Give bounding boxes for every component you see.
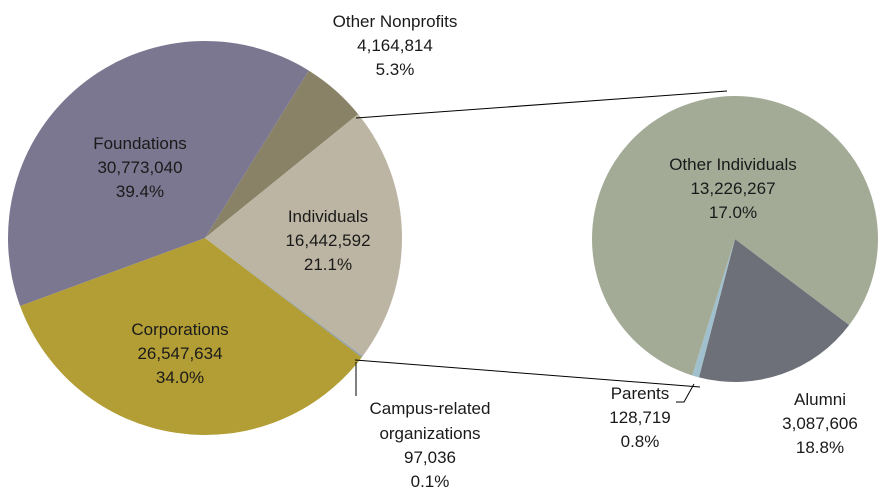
pie-slice — [205, 114, 402, 357]
slice-value: 26,547,634 — [137, 344, 223, 363]
slice-label: Individuals 16,442,592 21.1% — [285, 205, 370, 277]
connector-line — [354, 359, 701, 388]
slice-label: Campus-related organizations 97,036 0.1% — [360, 396, 500, 494]
slice-label: Alumni 3,087,606 18.8% — [782, 388, 858, 460]
slice-name: Corporations — [131, 320, 229, 339]
slice-value: 3,087,606 — [782, 414, 858, 433]
slice-percent: 34.0% — [155, 368, 205, 387]
slice-value: 16,442,592 — [285, 231, 371, 250]
slice-name: Foundations — [93, 134, 187, 153]
pie-slice — [698, 239, 850, 383]
slice-label: Corporations 26,547,634 34.0% — [131, 318, 228, 390]
slice-value: 4,164,814 — [357, 36, 433, 55]
slice-percent: 0.1% — [410, 472, 450, 491]
slice-percent: 39.4% — [115, 182, 165, 201]
slice-label: Other Nonprofits 4,164,814 5.3% — [333, 10, 458, 82]
slice-name: Other Nonprofits — [332, 12, 458, 31]
slice-name: Campus-related organizations — [369, 399, 491, 443]
slice-percent: 18.8% — [795, 438, 845, 457]
slice-value: 97,036 — [404, 448, 456, 467]
slice-value: 30,773,040 — [97, 158, 183, 177]
slice-label: Parents 128,719 0.8% — [609, 382, 670, 454]
pie-slice — [205, 70, 359, 238]
pie-slice — [205, 238, 363, 358]
slice-percent: 5.3% — [375, 60, 415, 79]
slice-name: Individuals — [287, 207, 369, 226]
leader-line — [676, 383, 695, 403]
slice-name: Other Individuals — [669, 155, 797, 174]
slice-percent: 21.1% — [303, 255, 353, 274]
pie-slice — [692, 239, 735, 378]
slice-name: Alumni — [794, 390, 846, 409]
slice-label: Foundations 30,773,040 39.4% — [93, 132, 187, 204]
pie-slice — [591, 95, 878, 376]
pie-slice — [7, 40, 309, 306]
slice-value: 128,719 — [609, 408, 671, 427]
slice-label: Other Individuals 13,226,267 17.0% — [669, 153, 797, 225]
slice-percent: 0.8% — [620, 432, 660, 451]
slice-value: 13,226,267 — [690, 179, 776, 198]
connector-line — [355, 90, 728, 119]
pie-slice — [20, 238, 362, 435]
slice-percent: 17.0% — [708, 203, 758, 222]
slice-name: Parents — [610, 384, 670, 403]
